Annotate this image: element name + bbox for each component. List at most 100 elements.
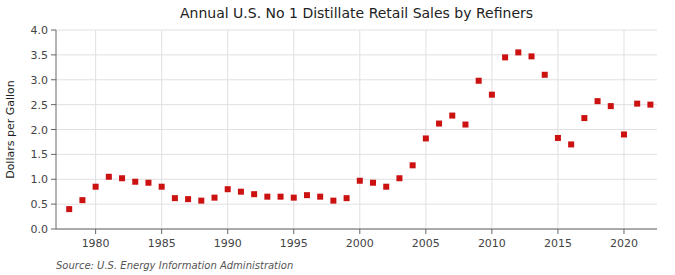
point (515, 49, 521, 55)
x-tick-label: 1985 (148, 237, 176, 250)
point (145, 180, 151, 186)
x-grid-line (491, 30, 492, 229)
point (185, 196, 191, 202)
y-grid-line (56, 79, 657, 80)
y-tick (51, 229, 56, 230)
point (212, 195, 218, 201)
point (647, 102, 653, 108)
point (159, 184, 165, 190)
point (66, 206, 72, 212)
point (357, 178, 363, 184)
point (132, 179, 138, 185)
y-axis-label: Dollars per Gallon (4, 80, 17, 179)
point (344, 195, 350, 201)
y-grid-line (56, 54, 657, 55)
point (291, 195, 297, 201)
x-tick-label: 1990 (214, 237, 242, 250)
y-tick-label: 2.5 (31, 99, 49, 112)
y-tick (51, 79, 56, 80)
x-tick-label: 2015 (544, 237, 572, 250)
point (79, 197, 85, 203)
x-tick-label: 2000 (346, 237, 374, 250)
point (198, 198, 204, 204)
point (436, 121, 442, 127)
point (621, 131, 627, 137)
point (476, 78, 482, 84)
x-grid-line (359, 30, 360, 229)
x-tick (161, 229, 162, 234)
point (489, 92, 495, 98)
x-grid-line (161, 30, 162, 229)
x-axis-line (56, 229, 657, 230)
y-grid-line (56, 129, 657, 130)
x-tick (491, 229, 492, 234)
point (634, 101, 640, 107)
point (581, 115, 587, 121)
x-tick (425, 229, 426, 234)
point (423, 135, 429, 141)
point (330, 198, 336, 204)
y-tick (51, 179, 56, 180)
x-grid-line (227, 30, 228, 229)
point (502, 54, 508, 60)
y-tick-label: 3.5 (31, 49, 49, 62)
x-grid-line (557, 30, 558, 229)
y-grid-line (56, 30, 657, 31)
y-tick-label: 3.0 (31, 74, 49, 87)
x-tick-label: 2010 (478, 237, 506, 250)
x-tick-label: 2020 (610, 237, 638, 250)
y-tick (51, 154, 56, 155)
point (264, 194, 270, 200)
point (595, 98, 601, 104)
title: Annual U.S. No 1 Distillate Retail Sales… (180, 5, 533, 21)
point (93, 184, 99, 190)
y-tick-label: 0.0 (31, 223, 49, 236)
x-tick-label: 1995 (280, 237, 308, 250)
x-grid-line (623, 30, 624, 229)
point (317, 194, 323, 200)
point (410, 162, 416, 168)
chart: Annual U.S. No 1 Distillate Retail Sales… (0, 0, 675, 275)
point (238, 189, 244, 195)
point (568, 141, 574, 147)
x-tick (557, 229, 558, 234)
point (370, 180, 376, 186)
point (383, 184, 389, 190)
y-tick-label: 4.0 (31, 24, 49, 37)
y-tick (51, 104, 56, 105)
y-tick (51, 129, 56, 130)
y-tick (51, 204, 56, 205)
y-tick-label: 1.0 (31, 173, 49, 186)
point (119, 175, 125, 181)
y-tick (51, 30, 56, 31)
point (542, 72, 548, 78)
point (555, 135, 561, 141)
x-tick-label: 1980 (82, 237, 110, 250)
y-grid-line (56, 179, 657, 180)
point (396, 175, 402, 181)
y-axis-line (56, 30, 57, 229)
x-tick (95, 229, 96, 234)
point (225, 186, 231, 192)
x-grid-line (95, 30, 96, 229)
x-tick (359, 229, 360, 234)
y-grid-line (56, 104, 657, 105)
point (529, 53, 535, 59)
point (608, 103, 614, 109)
y-grid-line (56, 154, 657, 155)
point (251, 191, 257, 197)
x-tick (623, 229, 624, 234)
x-tick-label: 2005 (412, 237, 440, 250)
points (66, 49, 653, 212)
point (462, 122, 468, 128)
point (172, 195, 178, 201)
x-tick (293, 229, 294, 234)
y-tick (51, 54, 56, 55)
x-tick (227, 229, 228, 234)
point (106, 174, 112, 180)
y-tick-label: 1.5 (31, 148, 49, 161)
y-grid-line (56, 229, 657, 230)
point (278, 194, 284, 200)
y-grid-line (56, 204, 657, 205)
source-note: Source: U.S. Energy Information Administ… (56, 260, 293, 271)
